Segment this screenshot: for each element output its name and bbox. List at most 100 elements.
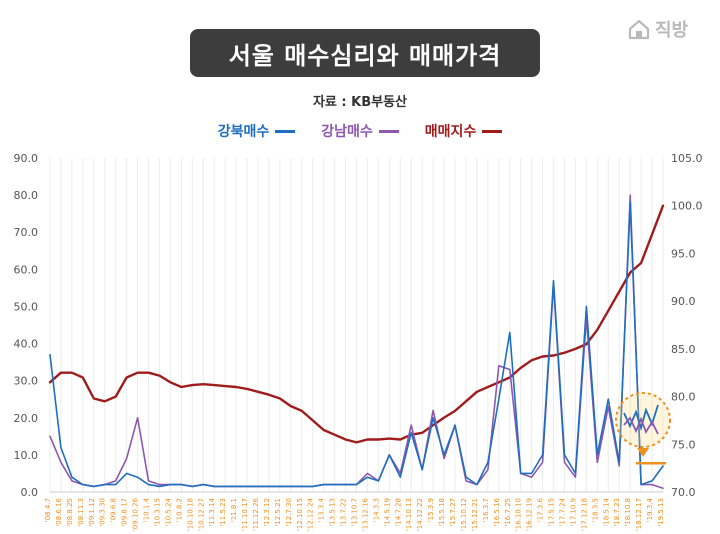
x-tick-label: '16.5.16: [493, 497, 501, 526]
x-tick-label: '11.10.17: [241, 498, 249, 531]
x-tick-label: '17.10.9: [569, 498, 577, 527]
x-tick-label: '08.11.3: [77, 498, 85, 527]
x-tick-label: '13.12.16: [361, 497, 369, 531]
x-tick-label: '18.12.17: [635, 498, 643, 531]
x-tick-label: '12.5.21: [274, 498, 282, 527]
highlight-underline: [636, 462, 666, 465]
right-tick-label: 105.0: [671, 152, 703, 165]
right-tick-label: 95.0: [671, 247, 696, 260]
left-tick-label: 10.0: [14, 449, 39, 462]
highlight-annotation: [615, 392, 671, 465]
zigbang-logo: 직방: [628, 16, 688, 42]
x-tick-label: '15.10.12: [460, 498, 468, 531]
right-tick-label: 90.0: [671, 295, 696, 308]
x-tick-label: '11.12.26: [252, 497, 260, 531]
legend: 강북매수 강남매수 매매지수: [0, 121, 720, 141]
x-tick-label: '15.3.9: [427, 498, 435, 522]
x-tick-label: '17.12.18: [580, 498, 588, 531]
left-tick-label: 0.0: [21, 486, 39, 499]
legend-label-gangnam: 강남매수: [321, 124, 373, 140]
x-tick-label: '18.7.23: [613, 498, 621, 527]
right-tick-label: 70.0: [671, 486, 696, 499]
x-tick-label: '19.5.13: [657, 498, 665, 527]
left-tick-label: 20.0: [14, 412, 39, 425]
x-tick-label: '11.8.1: [230, 498, 238, 522]
x-axis: '08.4.7'08.6.16'08.8.25'08.11.3'09.1.12 '…: [44, 497, 665, 531]
x-tick-label: '16.10.10: [515, 498, 523, 531]
legend-swatch-gangbuk: [275, 129, 296, 133]
right-axis: 70.0 75.0 80.0 85.0 90.0 95.0 100.0 105.0: [671, 152, 703, 499]
series-index-line: [48, 204, 665, 444]
series-gangbuk-line: [49, 201, 664, 488]
x-tick-label: '14.7.28: [394, 498, 402, 527]
x-tick-label: '17.7.24: [558, 497, 566, 526]
chart-title: 서울 매수심리와 매매가격: [190, 29, 540, 77]
left-tick-label: 50.0: [14, 300, 39, 313]
x-tick-label: '18.3.5: [591, 498, 599, 522]
x-tick-label: '13.7.22: [340, 498, 348, 527]
legend-swatch-gangnam: [378, 129, 399, 133]
x-tick-label: '13.3.4: [318, 497, 326, 522]
house-icon: [628, 19, 650, 40]
left-tick-label: 60.0: [14, 263, 39, 276]
x-tick-label: '09.10.26: [132, 497, 140, 531]
right-tick-label: 85.0: [671, 343, 696, 356]
legend-swatch-index: [482, 129, 503, 133]
x-tick-label: '14.5.19: [383, 498, 391, 527]
left-tick-label: 90.0: [14, 152, 39, 165]
x-tick-label: '19.3.4: [646, 497, 654, 522]
x-tick-label: '18.10.8: [624, 498, 632, 527]
x-tick-label: '11.3.14: [208, 497, 216, 526]
legend-label-index: 매매지수: [424, 124, 477, 140]
x-tick-label: '09.8.17: [121, 498, 129, 527]
x-tick-label: '10.8.2: [175, 498, 183, 522]
x-tick-label: '10.5.24: [164, 497, 172, 526]
legend-item-gangbuk: 강북매수: [218, 121, 296, 141]
x-tick-label: '16.3.7: [482, 498, 490, 522]
x-tick-label: '17.3.6: [537, 497, 545, 522]
x-tick-label: '13.10.7: [351, 498, 359, 527]
x-tick-label: '12.10.15: [296, 498, 304, 531]
x-tick-label: '08.6.16: [55, 497, 63, 526]
x-tick-label: '10.1.4: [143, 497, 151, 522]
x-tick-label: '15.12.21: [471, 498, 479, 531]
source-note: 자료 : KB부동산: [312, 95, 408, 110]
x-tick-label: '12.7.30: [285, 498, 293, 527]
x-tick-label: '09.6.8: [110, 498, 118, 522]
right-tick-label: 75.0: [671, 438, 696, 451]
x-tick-label: '18.5.14: [602, 497, 610, 526]
x-tick-label: '09.3.30: [99, 498, 107, 527]
logo-text: 직방: [655, 20, 689, 41]
left-axis: 0.0 10.0 20.0 30.0 40.0 50.0 60.0 70.0 80.0 90.0: [14, 152, 39, 499]
left-tick-label: 30.0: [14, 375, 39, 388]
x-tick-label: '14.3.3: [372, 498, 380, 522]
x-tick-label: '15.5.18: [438, 498, 446, 527]
left-tick-label: 40.0: [14, 338, 39, 351]
highlight-pointer: [637, 448, 649, 457]
x-tick-label: '11.5.23: [219, 498, 227, 527]
x-tick-label: '09.1.12: [88, 498, 96, 527]
zoom-gangnam-line: [623, 416, 659, 435]
x-tick-label: '14.12.22: [416, 498, 424, 531]
right-tick-label: 80.0: [671, 391, 696, 404]
x-tick-label: '16.7.25: [504, 498, 512, 527]
x-tick-label: '16.12.19: [526, 498, 534, 531]
x-tick-label: '13.5.13: [329, 498, 337, 527]
x-tick-label: '08.8.25: [66, 498, 74, 527]
legend-label-gangbuk: 강북매수: [217, 124, 270, 140]
legend-item-index: 매매지수: [425, 121, 503, 141]
x-tick-label: '15.7.27: [449, 498, 457, 527]
x-tick-label: '10.10.18: [186, 498, 194, 531]
left-tick-label: 80.0: [14, 189, 39, 202]
x-tick-label: '12.12.24: [307, 497, 315, 531]
x-tick-label: '10.3.15: [153, 498, 161, 527]
left-tick-label: 70.0: [14, 226, 39, 239]
x-tick-label: '14.10.13: [405, 498, 413, 531]
x-tick-label: '08.4.7: [44, 498, 52, 522]
right-tick-label: 100.0: [671, 200, 703, 213]
x-tick-label: '17.5.15: [548, 498, 556, 527]
legend-item-gangnam: 강남매수: [321, 121, 399, 141]
series: [48, 194, 665, 490]
x-tick-label: '12.3.12: [263, 498, 271, 527]
